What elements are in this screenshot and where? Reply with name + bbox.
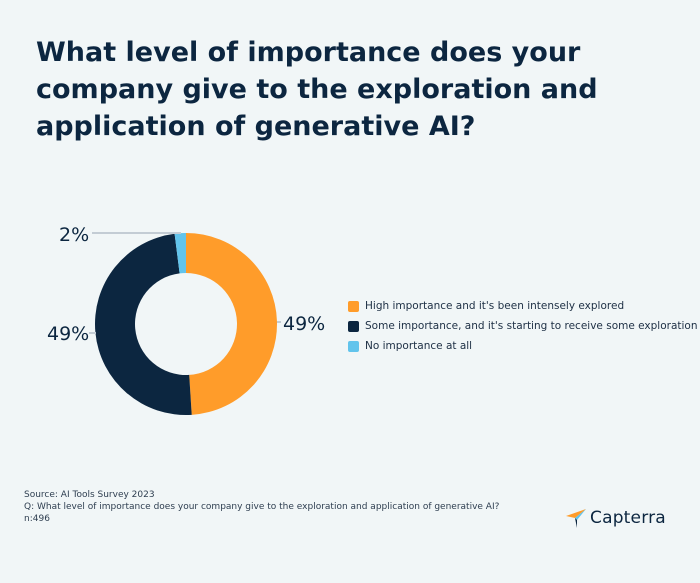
chart-legend: High importance and it's been intensely … <box>348 296 698 356</box>
legend-label-some: Some importance, and it's starting to re… <box>365 320 698 332</box>
chart-footer: Source: AI Tools Survey 2023 Q: What lev… <box>24 489 499 525</box>
legend-swatch-none <box>348 340 359 352</box>
sample-size-note: n:496 <box>24 514 50 524</box>
pct-label-none: 2% <box>59 224 89 246</box>
legend-label-high: High importance and it's been intensely … <box>365 300 625 312</box>
donut-slice-none <box>174 233 186 274</box>
capterra-wordmark: Capterra <box>590 508 666 528</box>
legend-swatch-high <box>348 300 359 312</box>
source-note: Source: AI Tools Survey 2023 <box>24 490 155 500</box>
legend-label-none: No importance at all <box>365 340 473 352</box>
question-note: Q: What level of importance does your co… <box>24 502 500 512</box>
donut-slice-some <box>94 233 192 416</box>
donut-slice-high <box>186 233 278 415</box>
pct-label-high: 49% <box>283 313 325 335</box>
legend-item-some: Some importance, and it's starting to re… <box>348 316 698 336</box>
legend-swatch-some <box>348 320 359 332</box>
chart-title: What level of importance does your compa… <box>36 37 598 142</box>
legend-item-high: High importance and it's been intensely … <box>348 296 698 316</box>
pct-label-some: 49% <box>47 323 89 345</box>
legend-item-none: No importance at all <box>348 336 698 356</box>
capterra-logo: Capterra <box>565 507 666 529</box>
capterra-arrow-icon <box>566 509 586 528</box>
